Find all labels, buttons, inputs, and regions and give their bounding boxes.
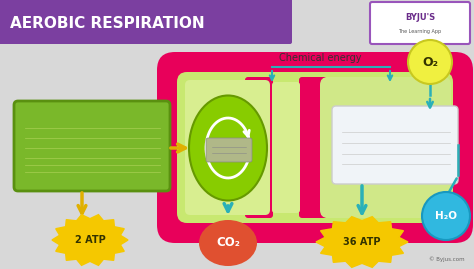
FancyBboxPatch shape	[332, 106, 458, 184]
Text: © Byjus.com: © Byjus.com	[429, 256, 465, 262]
FancyBboxPatch shape	[245, 77, 273, 218]
FancyBboxPatch shape	[185, 80, 270, 215]
Text: H₂O: H₂O	[435, 211, 457, 221]
Circle shape	[408, 40, 452, 84]
Text: CO₂: CO₂	[216, 236, 240, 250]
Text: O₂: O₂	[422, 55, 438, 69]
Circle shape	[422, 192, 470, 240]
Text: 2 ATP: 2 ATP	[74, 235, 105, 245]
FancyBboxPatch shape	[320, 77, 451, 218]
FancyBboxPatch shape	[299, 77, 327, 218]
Text: Chemical energy: Chemical energy	[279, 53, 361, 63]
FancyBboxPatch shape	[272, 82, 300, 213]
Ellipse shape	[189, 95, 267, 200]
FancyBboxPatch shape	[370, 2, 470, 44]
Text: AEROBIC RESPIRATION: AEROBIC RESPIRATION	[10, 16, 205, 31]
Polygon shape	[52, 215, 128, 265]
Text: 36 ATP: 36 ATP	[343, 237, 381, 247]
Ellipse shape	[199, 220, 257, 266]
FancyBboxPatch shape	[0, 0, 292, 44]
FancyBboxPatch shape	[157, 52, 473, 243]
FancyBboxPatch shape	[14, 101, 170, 191]
Text: BYJU'S: BYJU'S	[405, 13, 435, 23]
Polygon shape	[316, 217, 408, 267]
Text: The Learning App: The Learning App	[399, 30, 442, 34]
FancyBboxPatch shape	[177, 72, 453, 223]
FancyBboxPatch shape	[206, 138, 252, 162]
